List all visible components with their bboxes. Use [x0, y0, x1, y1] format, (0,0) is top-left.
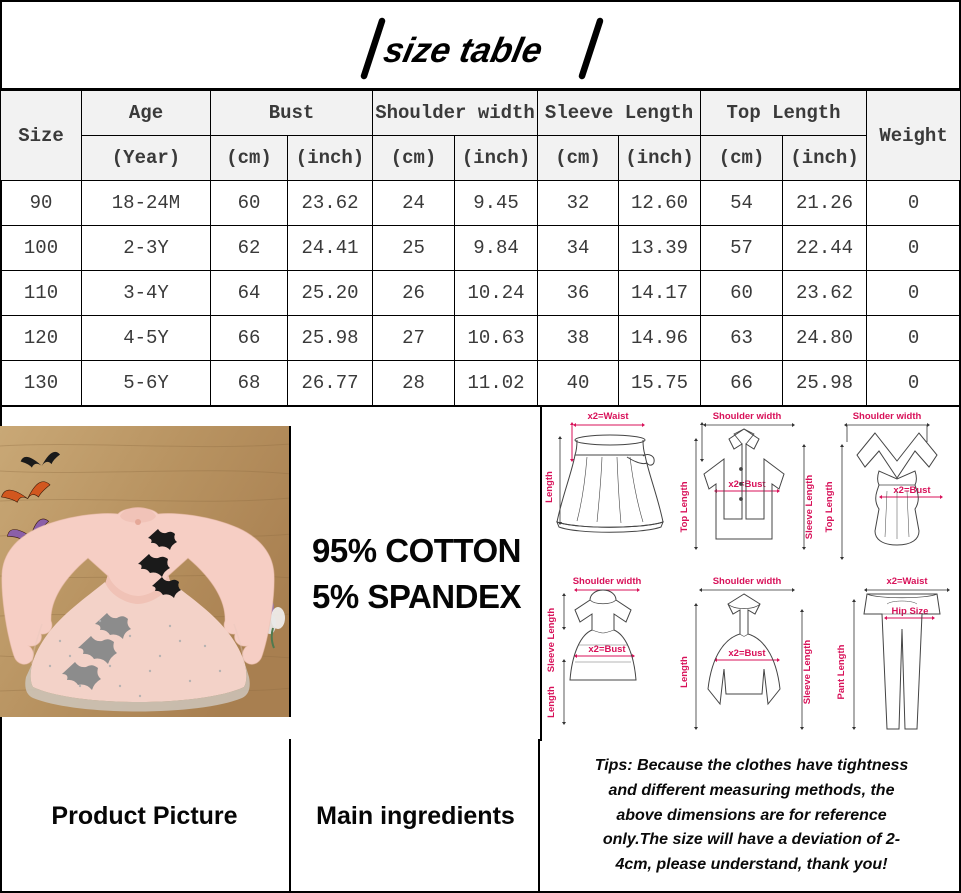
svg-text:x2=Bust: x2=Bust	[728, 648, 766, 659]
svg-text:x2=Bust: x2=Bust	[893, 485, 931, 496]
svg-text:Shoulder width: Shoulder width	[573, 576, 642, 587]
svg-text:Sleeve Length: Sleeve Length	[804, 475, 815, 540]
svg-text:Top Length: Top Length	[824, 481, 835, 532]
svg-text:Length: Length	[679, 656, 690, 688]
svg-text:Sleeve Length: Sleeve Length	[546, 608, 557, 673]
svg-text:Shoulder width: Shoulder width	[713, 411, 782, 422]
svg-text:x2=Bust: x2=Bust	[588, 644, 626, 655]
svg-text:Shoulder width: Shoulder width	[713, 576, 782, 587]
svg-text:Hip Size: Hip Size	[892, 606, 929, 617]
svg-text:Shoulder width: Shoulder width	[853, 411, 922, 422]
svg-text:x2=Waist: x2=Waist	[886, 576, 928, 587]
svg-text:Sleeve Length: Sleeve Length	[802, 640, 813, 705]
svg-text:Top Length: Top Length	[679, 481, 690, 532]
svg-text:Pant Length: Pant Length	[836, 644, 847, 699]
svg-text:size table: size table	[380, 31, 546, 70]
svg-text:Length: Length	[544, 471, 555, 503]
svg-text:Length: Length	[546, 686, 557, 718]
svg-text:x2=Waist: x2=Waist	[587, 411, 629, 422]
svg-text:x2=Bust: x2=Bust	[728, 479, 766, 490]
